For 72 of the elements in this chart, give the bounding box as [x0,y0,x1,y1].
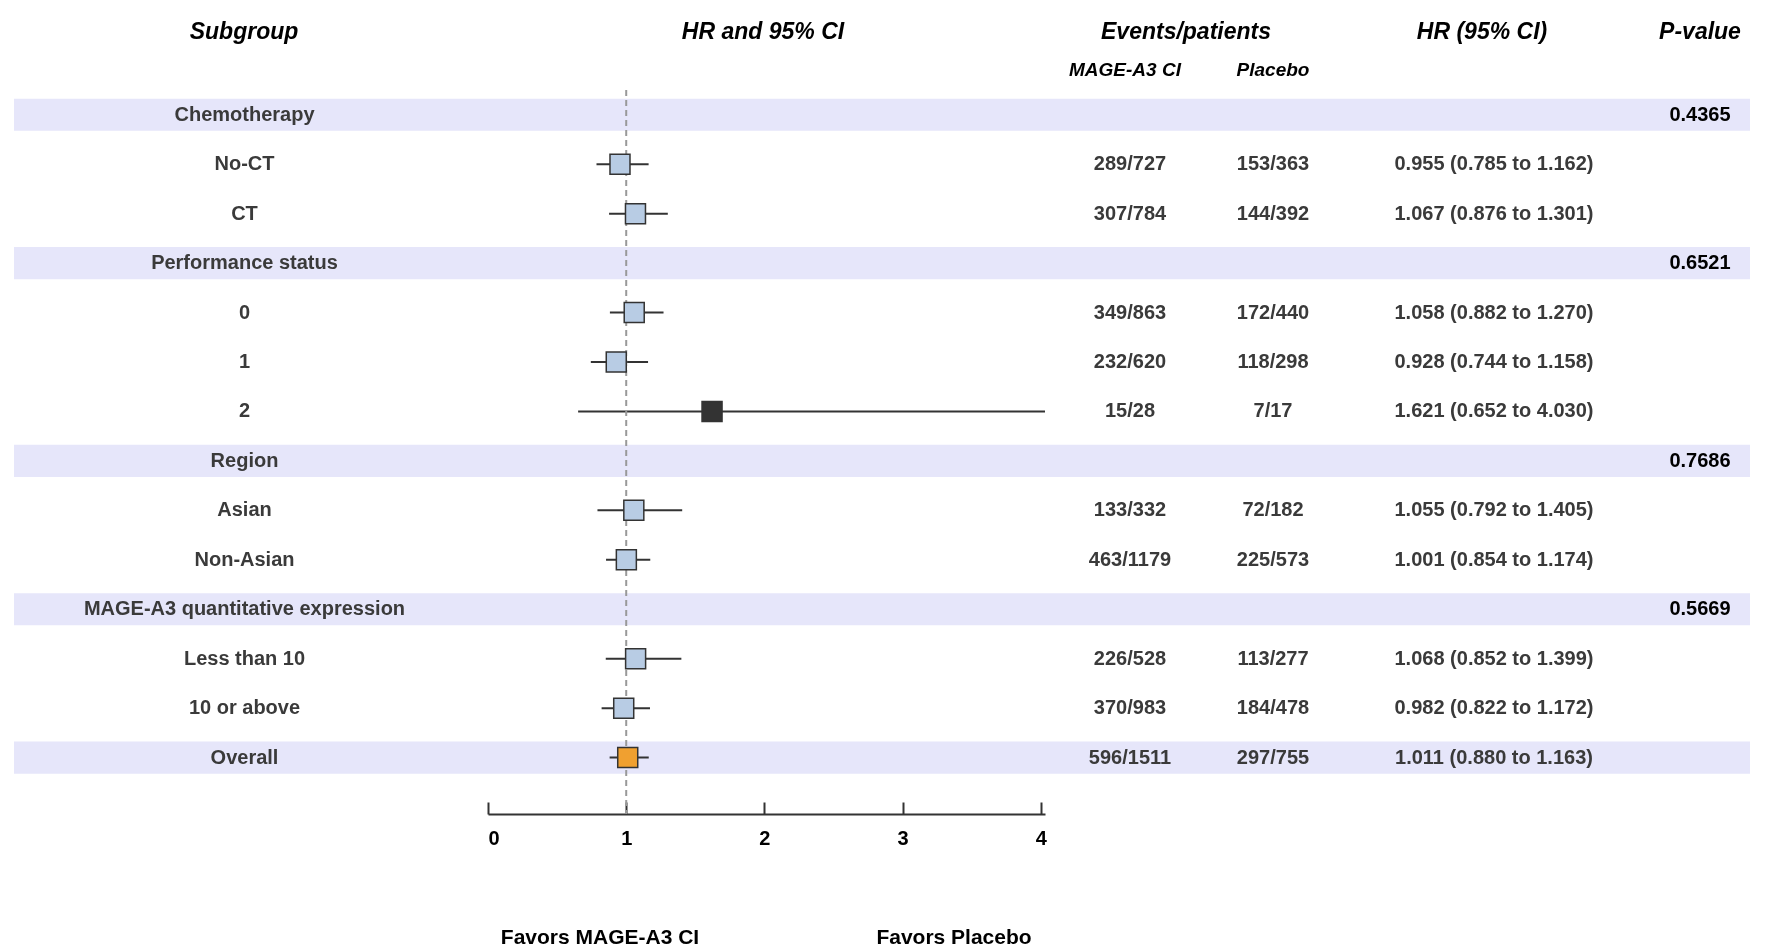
point [624,202,647,225]
text: 596/1511 [1088,745,1172,768]
x-tick-label: 3 [897,826,909,849]
data-label: 0.955 (0.785 to 1.162) [1394,152,1594,175]
text: 297/755 [1236,745,1310,768]
text: 370/983 [1093,696,1167,719]
text: 289/727 [1093,152,1167,175]
data-label: 0.982 (0.822 to 1.172) [1394,696,1594,719]
text: Events/patients [1101,18,1271,44]
text: 0.4365 [1669,102,1731,125]
text: 226/528 [1093,646,1167,669]
point [701,400,723,423]
point [615,549,638,571]
text: Favors Placebo [876,925,1032,948]
point [605,351,628,373]
y-tick-label: 2 [238,399,251,422]
data-label: 1.055 (0.792 to 1.405) [1394,498,1594,521]
text: 232/620 [1093,349,1167,372]
x-tick-label: 4 [1035,826,1048,849]
x-tick-label: 0 [488,826,500,849]
text: 118/298 [1237,349,1309,372]
text: 349/863 [1093,300,1167,323]
text: 463/1179 [1088,547,1172,570]
text: HR (95% CI) [1416,18,1548,44]
text: 0.7686 [1669,448,1731,471]
text: 0.6521 [1669,251,1731,274]
text: 307/784 [1093,201,1168,224]
y-tick-label: No-CT [214,152,275,175]
data-label: 1.001 (0.854 to 1.174) [1394,547,1594,570]
text: 144/392 [1236,201,1310,224]
data-label: 1.068 (0.852 to 1.399) [1394,646,1594,669]
text: 133/332 [1093,498,1167,521]
text: MAGE-A3 CI [1069,59,1182,80]
y-tick-label: CT [231,201,258,224]
text: P-value [1659,18,1742,44]
y-tick-label: Region [210,448,279,471]
text: 72/182 [1242,498,1304,521]
x-tick-label: 1 [621,826,633,849]
text: 15/28 [1104,399,1156,422]
y-tick-label: Chemotherapy [174,102,316,125]
y-tick-label: 0 [238,300,251,323]
text: 7/17 [1253,399,1293,422]
text: Subgroup [189,18,299,44]
data-label: 1.058 (0.882 to 1.270) [1394,300,1594,323]
text: Placebo [1236,59,1310,80]
text: Favors MAGE-A3 CI [500,925,700,948]
y-tick-label: Non-Asian [194,547,295,570]
point [623,499,645,522]
point [609,153,631,175]
point [623,301,645,324]
text: 184/478 [1236,696,1310,719]
text: 153/363 [1236,152,1310,175]
point [624,647,647,670]
text: 225/573 [1236,547,1310,570]
text: HR and 95% CI [681,18,845,44]
y-tick-label: Overall [210,745,279,768]
y-tick-label: Asian [217,498,272,521]
data-label: 0.928 (0.744 to 1.158) [1394,349,1594,372]
text: 113/277 [1237,646,1309,669]
data-label: 1.067 (0.876 to 1.301) [1394,201,1594,224]
point [616,746,639,769]
data-label: 1.621 (0.652 to 4.030) [1394,399,1594,422]
point [612,697,635,719]
text: 172/440 [1236,300,1310,323]
y-tick-label: Performance status [151,251,338,274]
y-tick-label: 1 [238,349,251,372]
y-tick-label: 10 or above [188,696,301,719]
y-tick-label: Less than 10 [183,646,306,669]
text: 0.5669 [1669,597,1731,620]
data-label: 1.011 (0.880 to 1.163) [1395,745,1593,768]
x-tick-label: 2 [759,826,771,849]
y-tick-label: MAGE-A3 quantitative expression [83,597,406,620]
